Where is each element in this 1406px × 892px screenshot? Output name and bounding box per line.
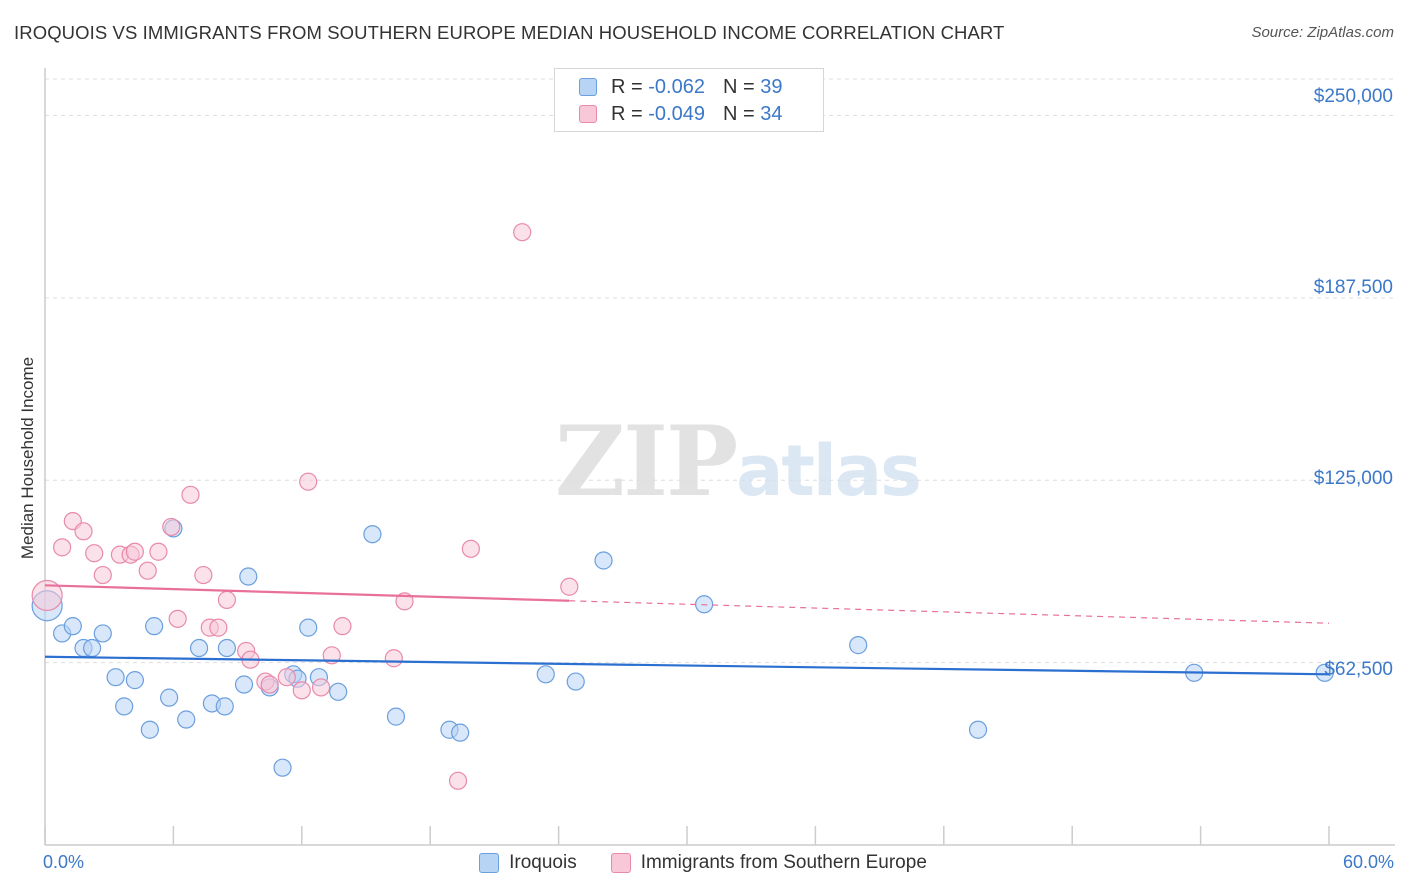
southern-europe-trend-line-dashed [569,600,1330,624]
southern-europe-point-9 [138,561,157,580]
r-label: R = [611,75,643,98]
y-tick-label-250000: $250,000 [1313,86,1393,107]
iroquois-point-18 [234,675,254,694]
x-tick-label-min: 0.0% [43,852,85,872]
n-label: N = [722,75,755,98]
southern-europe-point-25 [311,678,331,697]
southern-europe-point-30 [448,771,468,790]
y-tick-label-187500: $187,500 [1313,277,1393,298]
southern-europe-point-0 [31,579,63,612]
stats-legend: R = -0.062 N = 39 R = -0.049 N = 34 [554,68,824,132]
watermark-atlas: atlas [736,430,922,512]
iroquois-point-32 [566,672,585,691]
southern-europe-point-32 [513,223,532,242]
legend-item-iroquois: Iroquois [479,852,577,874]
iroquois-point-36 [968,720,988,739]
southern-europe-point-27 [333,617,352,636]
iroquois-point-19 [239,567,258,586]
iroquois-point-9 [140,720,159,739]
southern-europe-point-14 [194,565,213,585]
iroquois-trend-line [44,655,1330,676]
x-tick-label-max: 60.0% [1342,852,1394,872]
southern-europe-point-12 [168,609,187,628]
iroquois-point-24 [299,618,318,637]
southern-europe-point-22 [277,668,296,687]
southern-europe-point-8 [125,542,144,561]
legend-label-iroquois: Iroquois [509,852,577,873]
iroquois-point-8 [125,671,144,690]
r-value-southern-europe: -0.049 [648,102,705,125]
n-label: N = [722,102,755,125]
r-value-iroquois: -0.062 [648,75,705,98]
southern-europe-point-31 [461,539,480,558]
n-value-southern-europe: 34 [760,102,783,125]
iroquois-point-4 [82,638,102,658]
southern-europe-point-5 [93,565,112,585]
southern-europe-point-23 [292,681,311,700]
iroquois-point-16 [215,697,234,716]
series-legend: Iroquois Immigrants from Southern Europe [0,852,1406,874]
iroquois-point-5 [93,624,112,643]
legend-swatch-iroquois [479,853,500,873]
iroquois-point-14 [189,638,209,658]
southern-europe-point-21 [260,675,279,694]
southern-europe-point-1 [53,538,72,557]
iroquois-point-31 [536,665,555,684]
southern-europe-point-4 [85,544,104,563]
watermark: ZIPatlas [555,405,922,518]
r-label: R = [611,102,643,125]
chart-title: IROQUOIS VS IMMIGRANTS FROM SOUTHERN EUR… [14,22,1005,43]
iroquois-point-35 [849,636,868,655]
southern-europe-trend-line [44,584,570,602]
iroquois-point-27 [363,525,382,544]
iroquois-point-11 [160,688,179,707]
southern-europe-point-17 [217,590,236,609]
southern-europe-point-16 [209,618,228,637]
legend-item-southern-europe: Immigrants from Southern Europe [610,852,927,874]
y-axis-label: Median Household Income [18,356,37,560]
southern-europe-swatch [579,105,597,123]
y-tick-label-62500: $62,500 [1324,659,1393,680]
southern-europe-point-11 [162,517,181,537]
southern-europe-point-28 [384,649,403,668]
iroquois-point-30 [451,723,470,742]
southern-europe-point-24 [299,472,318,491]
legend-label-southern-europe: Immigrants from Southern Europe [640,852,927,873]
iroquois-swatch [579,78,597,96]
iroquois-point-21 [273,758,292,777]
iroquois-point-2 [63,617,82,636]
southern-europe-point-3 [74,522,93,541]
iroquois-point-10 [145,617,164,636]
southern-europe-point-10 [149,542,168,561]
stats-legend-row-iroquois: R = -0.062 N = 39 [579,75,782,99]
iroquois-point-38 [1315,663,1334,682]
stats-legend-row-southern-europe: R = -0.049 N = 34 [579,102,782,126]
watermark-zip: ZIP [555,405,738,518]
y-tick-label-125000: $125,000 [1313,468,1393,489]
iroquois-point-28 [386,707,406,726]
iroquois-point-7 [115,697,134,716]
source-label: Source: ZipAtlas.com [1251,24,1394,41]
iroquois-point-17 [217,638,236,658]
legend-swatch-southern-europe [610,853,631,873]
iroquois-point-33 [594,551,613,570]
iroquois-point-6 [106,668,125,687]
iroquois-point-26 [329,682,348,701]
southern-europe-point-13 [181,485,200,504]
southern-europe-point-33 [560,577,579,596]
n-value-iroquois: 39 [760,75,783,98]
iroquois-point-13 [177,710,196,729]
